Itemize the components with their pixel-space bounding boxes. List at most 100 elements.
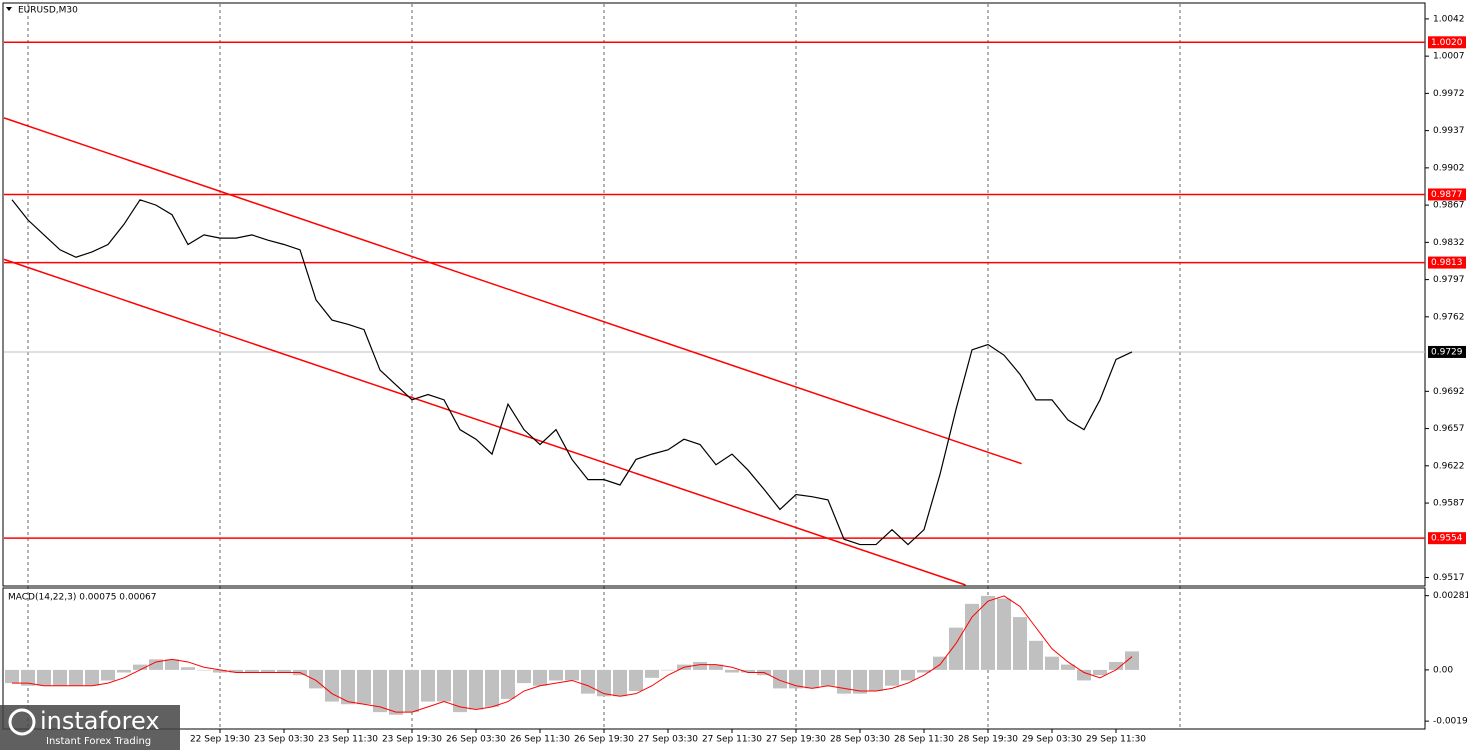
macd-bar xyxy=(565,669,579,681)
y-tick-label: 0.9972 xyxy=(1433,89,1465,99)
macd-bar xyxy=(453,669,467,713)
x-tick-label: 28 Sep 11:30 xyxy=(894,735,954,745)
macd-bar xyxy=(581,669,595,694)
x-tick-label: 26 Sep 03:30 xyxy=(446,735,506,745)
macd-bar xyxy=(997,598,1011,670)
y-tick-label: 0.00281 xyxy=(1433,591,1468,601)
x-tick-label: 23 Sep 11:30 xyxy=(318,735,378,745)
macd-bar xyxy=(469,669,483,710)
macd-bar xyxy=(709,664,723,670)
y-tick-label: 0.9657 xyxy=(1433,424,1465,434)
y-tick-label: 0.9622 xyxy=(1433,461,1465,471)
x-tick-label: 23 Sep 03:30 xyxy=(254,735,314,745)
y-tick-label: 0.9517 xyxy=(1433,573,1465,583)
x-tick-label: 23 Sep 19:30 xyxy=(382,735,442,745)
macd-bar xyxy=(517,669,531,684)
x-tick-label: 28 Sep 19:30 xyxy=(958,735,1018,745)
level-label: 0.9813 xyxy=(1431,258,1463,268)
price-panel xyxy=(2,2,1426,587)
macd-bar xyxy=(789,669,803,689)
y-tick-label: 0.9902 xyxy=(1433,163,1465,173)
signal-line xyxy=(12,595,1133,713)
macd-bar xyxy=(805,669,819,689)
macd-bar xyxy=(501,669,515,699)
macd-bar xyxy=(869,669,883,692)
macd-bar xyxy=(645,669,659,678)
macd-bar xyxy=(597,669,611,697)
y-tick-label: 0.9937 xyxy=(1433,126,1465,136)
logo-icon xyxy=(8,708,36,736)
macd-bar xyxy=(5,669,19,684)
macd-bar xyxy=(549,669,563,681)
macd-bar xyxy=(277,669,291,673)
macd-bar xyxy=(245,669,259,673)
logo-name: instaforex xyxy=(40,707,160,735)
level-box xyxy=(1428,256,1466,269)
x-tick-label: 22 Sep 19:30 xyxy=(190,735,250,745)
macd-bar xyxy=(629,669,643,692)
x-tick-label: 26 Sep 11:30 xyxy=(510,735,570,745)
x-tick-label: 26 Sep 19:30 xyxy=(574,735,634,745)
level-label: 0.9554 xyxy=(1431,534,1463,544)
macd-bar xyxy=(613,669,627,697)
macd-bar xyxy=(821,669,835,686)
macd-bar xyxy=(421,669,435,702)
macd-bar xyxy=(661,669,675,671)
macd-bar xyxy=(197,669,211,671)
level-box xyxy=(1428,532,1466,545)
level-box xyxy=(1428,188,1466,201)
macd-bar xyxy=(853,669,867,694)
y-tick-label: 1.0007 xyxy=(1433,52,1465,62)
macd-bar xyxy=(917,669,931,673)
y-tick-label: 0.9832 xyxy=(1433,238,1465,248)
macd-bar xyxy=(1045,656,1059,670)
macd-bar xyxy=(133,664,147,670)
title-icon xyxy=(6,7,12,11)
logo: instaforex Instant Forex Trading xyxy=(0,705,180,750)
macd-bar xyxy=(37,669,51,686)
macd-bar xyxy=(101,669,115,681)
y-tick-label: 1.0042 xyxy=(1433,14,1465,24)
x-tick-label: 27 Sep 11:30 xyxy=(702,735,762,745)
chart-title: EURUSD,M30 xyxy=(18,6,78,16)
x-tick-label: 27 Sep 19:30 xyxy=(766,735,826,745)
macd-bar xyxy=(85,669,99,686)
macd-bar xyxy=(261,669,275,673)
macd-bar xyxy=(773,669,787,689)
macd-bar xyxy=(357,669,371,705)
macd-bar xyxy=(901,669,915,681)
macd-bar xyxy=(389,669,403,715)
trend-line xyxy=(3,117,1022,465)
macd-bar xyxy=(325,669,339,702)
macd-bar xyxy=(53,669,67,686)
macd-bar xyxy=(533,669,547,686)
macd-bar xyxy=(1061,664,1075,670)
macd-bar xyxy=(69,669,83,686)
macd-bar xyxy=(341,669,355,705)
y-tick-label: 0.9587 xyxy=(1433,499,1465,509)
logo-tagline: Instant Forex Trading xyxy=(46,736,151,747)
macd-title: MACD(14,22,3) 0.00075 0.00067 xyxy=(8,593,157,603)
y-tick-label: 0.9692 xyxy=(1433,387,1465,397)
macd-bar xyxy=(213,669,227,673)
y-tick-label: 0.00 xyxy=(1433,665,1453,675)
macd-bar xyxy=(1029,640,1043,670)
macd-bar xyxy=(165,659,179,670)
macd-bar xyxy=(949,627,963,670)
macd-bar xyxy=(405,669,419,713)
macd-bar xyxy=(149,659,163,670)
macd-bar xyxy=(885,669,899,686)
macd-bar xyxy=(181,667,195,670)
level-box xyxy=(1428,36,1466,49)
y-tick-label: 0.9797 xyxy=(1433,275,1465,285)
current-price-box xyxy=(1428,345,1466,358)
macd-bar xyxy=(837,669,851,694)
macd-bar xyxy=(437,669,451,702)
current-price-label: 0.9729 xyxy=(1431,347,1463,357)
macd-bar xyxy=(485,669,499,707)
macd-bar xyxy=(373,669,387,713)
x-tick-label: 28 Sep 03:30 xyxy=(830,735,890,745)
x-tick-label: 29 Sep 11:30 xyxy=(1086,735,1146,745)
